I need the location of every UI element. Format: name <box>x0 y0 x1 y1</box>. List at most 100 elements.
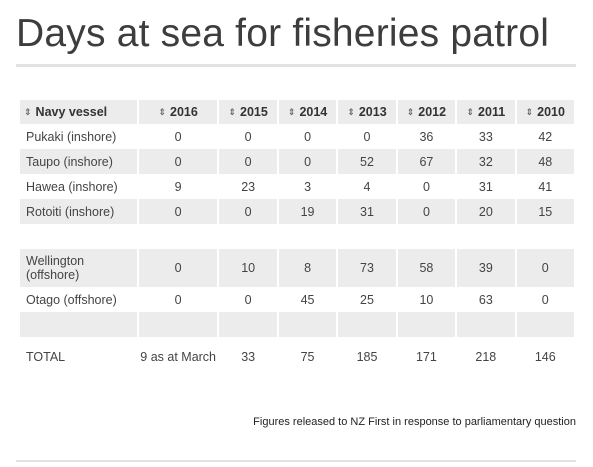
sort-arrows-icon: ⇕ <box>158 107 167 117</box>
table-cell: 20 <box>457 199 515 224</box>
source-note: Figures released to NZ First in response… <box>253 416 576 428</box>
column-header-2015[interactable]: ⇕ 2015 <box>219 100 277 124</box>
table-cell: 9 <box>174 179 182 194</box>
vessel-name: TOTAL <box>26 350 66 364</box>
table-cell: 0 <box>397 199 456 224</box>
table-cell: 4 <box>363 179 371 194</box>
table-row: Otago (offshore) 0 0 45 25 10 63 0 <box>20 287 574 312</box>
vessel-name: Pukaki (inshore) <box>26 129 117 144</box>
column-header-2014[interactable]: ⇕ 2014 <box>278 100 337 124</box>
vessel-name: Hawea (inshore) <box>26 179 118 194</box>
table-cell: 0 <box>174 292 182 307</box>
table-cell: 146 <box>534 350 556 364</box>
column-header-2011[interactable]: ⇕ 2011 <box>457 100 515 124</box>
sort-arrows-icon: ⇕ <box>347 107 355 117</box>
table-cell: 23 <box>241 179 256 194</box>
table-cell: 15 <box>516 199 574 224</box>
table-cell <box>278 312 337 337</box>
table-cell: 33 <box>241 350 256 364</box>
header-row: ⇕ Navy vessel ⇕ 2016 ⇕ 2015 ⇕ 2014 ⇕ 2013 ⇕ 20… <box>20 100 574 124</box>
table-cell <box>219 224 276 249</box>
table-cell: 171 <box>415 350 437 364</box>
table-cell: 0 <box>516 249 574 287</box>
table-cell: 0 <box>174 129 182 144</box>
table-cell <box>398 224 455 249</box>
sort-arrows-icon: ⇕ <box>525 107 534 117</box>
sort-arrows-icon: ⇕ <box>24 107 32 117</box>
sort-arrows-icon: ⇕ <box>228 107 237 117</box>
table-cell: 0 <box>138 149 218 174</box>
vessel-name: Otago (offshore) <box>26 292 117 307</box>
table-cell: 3 <box>304 179 312 194</box>
table-cell: 45 <box>300 292 315 307</box>
table-cell <box>457 224 514 249</box>
patrol-table: ⇕ Navy vessel ⇕ 2016 ⇕ 2015 ⇕ 2014 ⇕ 2013 ⇕ 20… <box>18 100 576 377</box>
table-row: Wellington (offshore) 0 10 8 73 58 39 0 <box>20 249 574 287</box>
table-cell: 32 <box>457 149 515 174</box>
table-cell: 0 <box>244 129 252 144</box>
table-cell: 48 <box>516 149 574 174</box>
table-cell: 41 <box>538 179 553 194</box>
table-cell: 58 <box>397 249 456 287</box>
table-cell: 0 <box>138 249 218 287</box>
table-cell <box>219 312 277 337</box>
table-cell: 9 as at March <box>140 350 217 364</box>
vessel-name <box>20 224 137 249</box>
table-cell: 73 <box>338 249 396 287</box>
column-header-2012[interactable]: ⇕ 2012 <box>397 100 456 124</box>
table-row: Pukaki (inshore) 0 0 0 0 36 33 42 <box>20 124 574 149</box>
table-row <box>20 224 574 249</box>
sort-arrows-icon: ⇕ <box>287 107 296 117</box>
vessel-name: Rotoiti (inshore) <box>20 199 137 224</box>
table-cell: 0 <box>304 129 312 144</box>
table-cell: 0 <box>219 149 277 174</box>
table-cell <box>138 312 218 337</box>
vessel-name <box>20 312 137 337</box>
table-cell <box>279 224 336 249</box>
table-row: Taupo (inshore) 0 0 0 52 67 32 48 <box>20 149 574 174</box>
chart-title: Days at sea for fisheries patrol <box>16 12 550 55</box>
column-header-vessel[interactable]: ⇕ Navy vessel <box>20 100 137 124</box>
table-cell: 185 <box>356 350 378 364</box>
table-cell: 10 <box>419 292 434 307</box>
sort-arrows-icon: ⇕ <box>406 107 415 117</box>
table-cell <box>139 224 218 249</box>
table-cell <box>517 224 574 249</box>
table-cell: 0 <box>219 199 277 224</box>
table-cell: 67 <box>397 149 456 174</box>
table-cell: 0 <box>363 129 371 144</box>
table-cell: 63 <box>478 292 493 307</box>
table-cell: 19 <box>278 199 337 224</box>
table-cell: 0 <box>541 292 549 307</box>
table-cell: 75 <box>300 350 315 364</box>
table-cell: 39 <box>457 249 515 287</box>
table-cell: 25 <box>360 292 374 307</box>
column-header-2016[interactable]: ⇕ 2016 <box>138 100 218 124</box>
table-cell: 36 <box>419 129 434 144</box>
vessel-name: Taupo (inshore) <box>20 149 137 174</box>
table-cell <box>516 312 574 337</box>
table-cell: 52 <box>338 149 396 174</box>
table-cell <box>338 224 395 249</box>
sort-arrows-icon: ⇕ <box>466 107 475 117</box>
table-cell: 10 <box>219 249 277 287</box>
table-cell: 8 <box>278 249 337 287</box>
column-header-2013[interactable]: ⇕ 2013 <box>338 100 396 124</box>
vessel-name: Wellington (offshore) <box>20 249 137 287</box>
table-cell: 31 <box>338 199 396 224</box>
table-cell: 0 <box>422 179 430 194</box>
table-row: Hawea (inshore) 9 23 3 4 0 31 41 <box>20 174 574 199</box>
table-cell: 42 <box>538 129 553 144</box>
table-cell <box>397 312 456 337</box>
column-header-2010[interactable]: ⇕ 2010 <box>516 100 574 124</box>
total-row: TOTAL 9 as at March 33 75 185 171 218 14… <box>20 337 574 377</box>
table-cell: 31 <box>478 179 493 194</box>
table-cell <box>338 312 396 337</box>
table-cell: 218 <box>475 350 497 364</box>
table-cell: 0 <box>138 199 218 224</box>
table-cell: 0 <box>278 149 337 174</box>
bottom-divider <box>16 460 576 462</box>
table-cell: 0 <box>244 292 252 307</box>
title-divider <box>16 64 576 67</box>
table-cell <box>457 312 515 337</box>
